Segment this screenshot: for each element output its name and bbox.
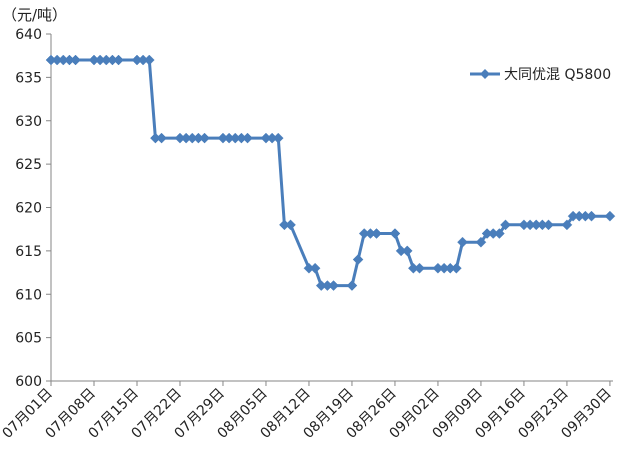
y-tick-label: 635	[15, 70, 42, 86]
data-point-marker	[70, 54, 81, 66]
y-axis-unit-label: （元/吨）	[2, 6, 67, 24]
data-point-marker	[328, 280, 339, 291]
series-group	[45, 54, 616, 291]
legend-series-label: 大同优混 Q5800	[504, 67, 611, 83]
data-point-marker	[242, 132, 253, 144]
data-point-marker	[500, 219, 511, 231]
data-point-marker	[586, 210, 597, 222]
data-point-marker	[309, 262, 321, 274]
legend: 大同优混 Q5800	[470, 67, 611, 83]
data-point-marker	[371, 228, 382, 239]
data-point-marker	[156, 132, 167, 144]
data-point-marker	[451, 262, 462, 274]
x-axis-tick-labels: 07月01日07月08日07月15日07月22日07月29日08月05日08月1…	[0, 386, 615, 442]
y-tick-label: 610	[15, 287, 42, 303]
y-tick-label: 630	[15, 114, 42, 130]
data-point-marker	[457, 236, 468, 248]
y-tick-label: 600	[15, 374, 42, 390]
data-point-marker	[414, 262, 425, 274]
legend-diamond-icon	[480, 69, 490, 79]
data-point-marker	[389, 228, 401, 239]
data-point-marker	[113, 54, 124, 66]
y-tick-label: 620	[15, 201, 42, 217]
data-point-marker	[352, 254, 364, 265]
data-point-marker	[346, 280, 358, 291]
y-tick-label: 625	[15, 157, 42, 173]
data-point-marker	[494, 228, 505, 239]
y-tick-label: 605	[15, 331, 42, 347]
data-point-marker	[543, 219, 554, 231]
data-point-marker	[199, 132, 210, 144]
data-point-marker	[561, 219, 573, 231]
data-point-marker	[272, 132, 284, 144]
y-axis-tick-labels: 600 605 610 615 620 625 630 635 640	[15, 27, 42, 390]
data-point-marker	[475, 236, 487, 248]
y-tick-label: 640	[15, 27, 42, 43]
data-point-marker	[143, 54, 155, 66]
data-point-marker	[604, 210, 616, 222]
data-point-marker	[285, 219, 296, 231]
y-tick-label: 615	[15, 244, 42, 260]
data-point-marker	[401, 245, 413, 257]
axes	[46, 33, 613, 386]
series-line	[51, 58, 610, 288]
